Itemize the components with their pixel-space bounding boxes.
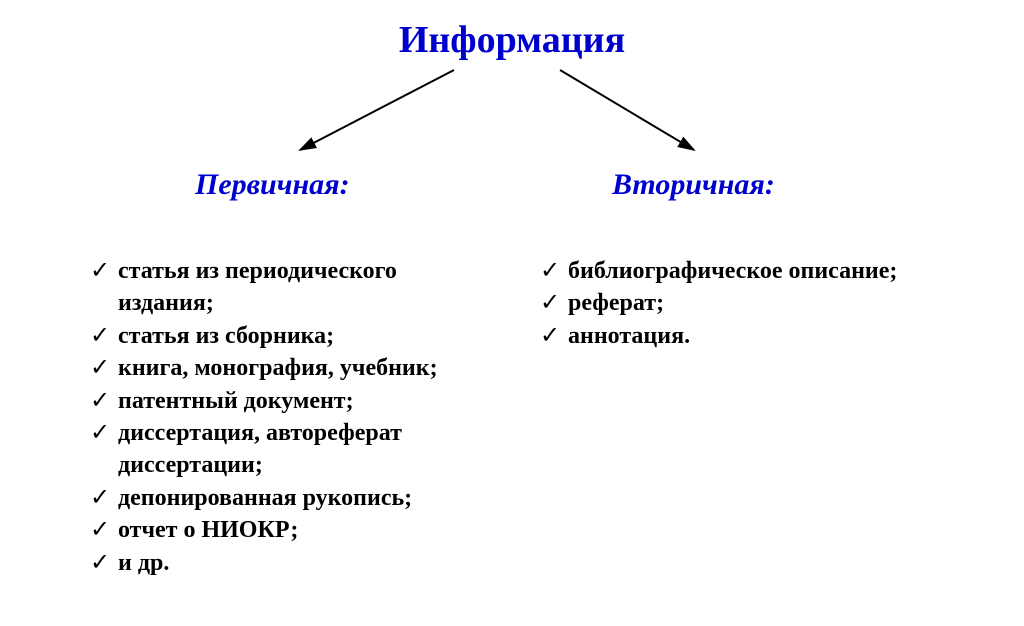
list-item: аннотация. [540, 320, 980, 352]
list-item: патентный документ; [90, 385, 490, 417]
primary-list: статья из периодического издания; статья… [90, 255, 490, 579]
secondary-list: библиографическое описание; реферат; анн… [540, 255, 980, 352]
list-item: статья из периодического издания; [90, 255, 490, 320]
list-item: реферат; [540, 287, 980, 319]
list-item: отчет о НИОКР; [90, 514, 490, 546]
list-item: книга, монография, учебник; [90, 352, 490, 384]
list-item: и др. [90, 547, 490, 579]
branch-title-secondary: Вторичная: [612, 168, 775, 202]
list-item: библиографическое описание; [540, 255, 980, 287]
diagram-title: Информация [0, 18, 1024, 62]
arrow-right-line [560, 70, 694, 150]
arrow-left-line [300, 70, 454, 150]
list-item: депонированная рукопись; [90, 482, 490, 514]
list-item: диссертация, автореферат диссертации; [90, 417, 490, 482]
branch-title-primary: Первичная: [195, 168, 350, 202]
list-item: статья из сборника; [90, 320, 490, 352]
